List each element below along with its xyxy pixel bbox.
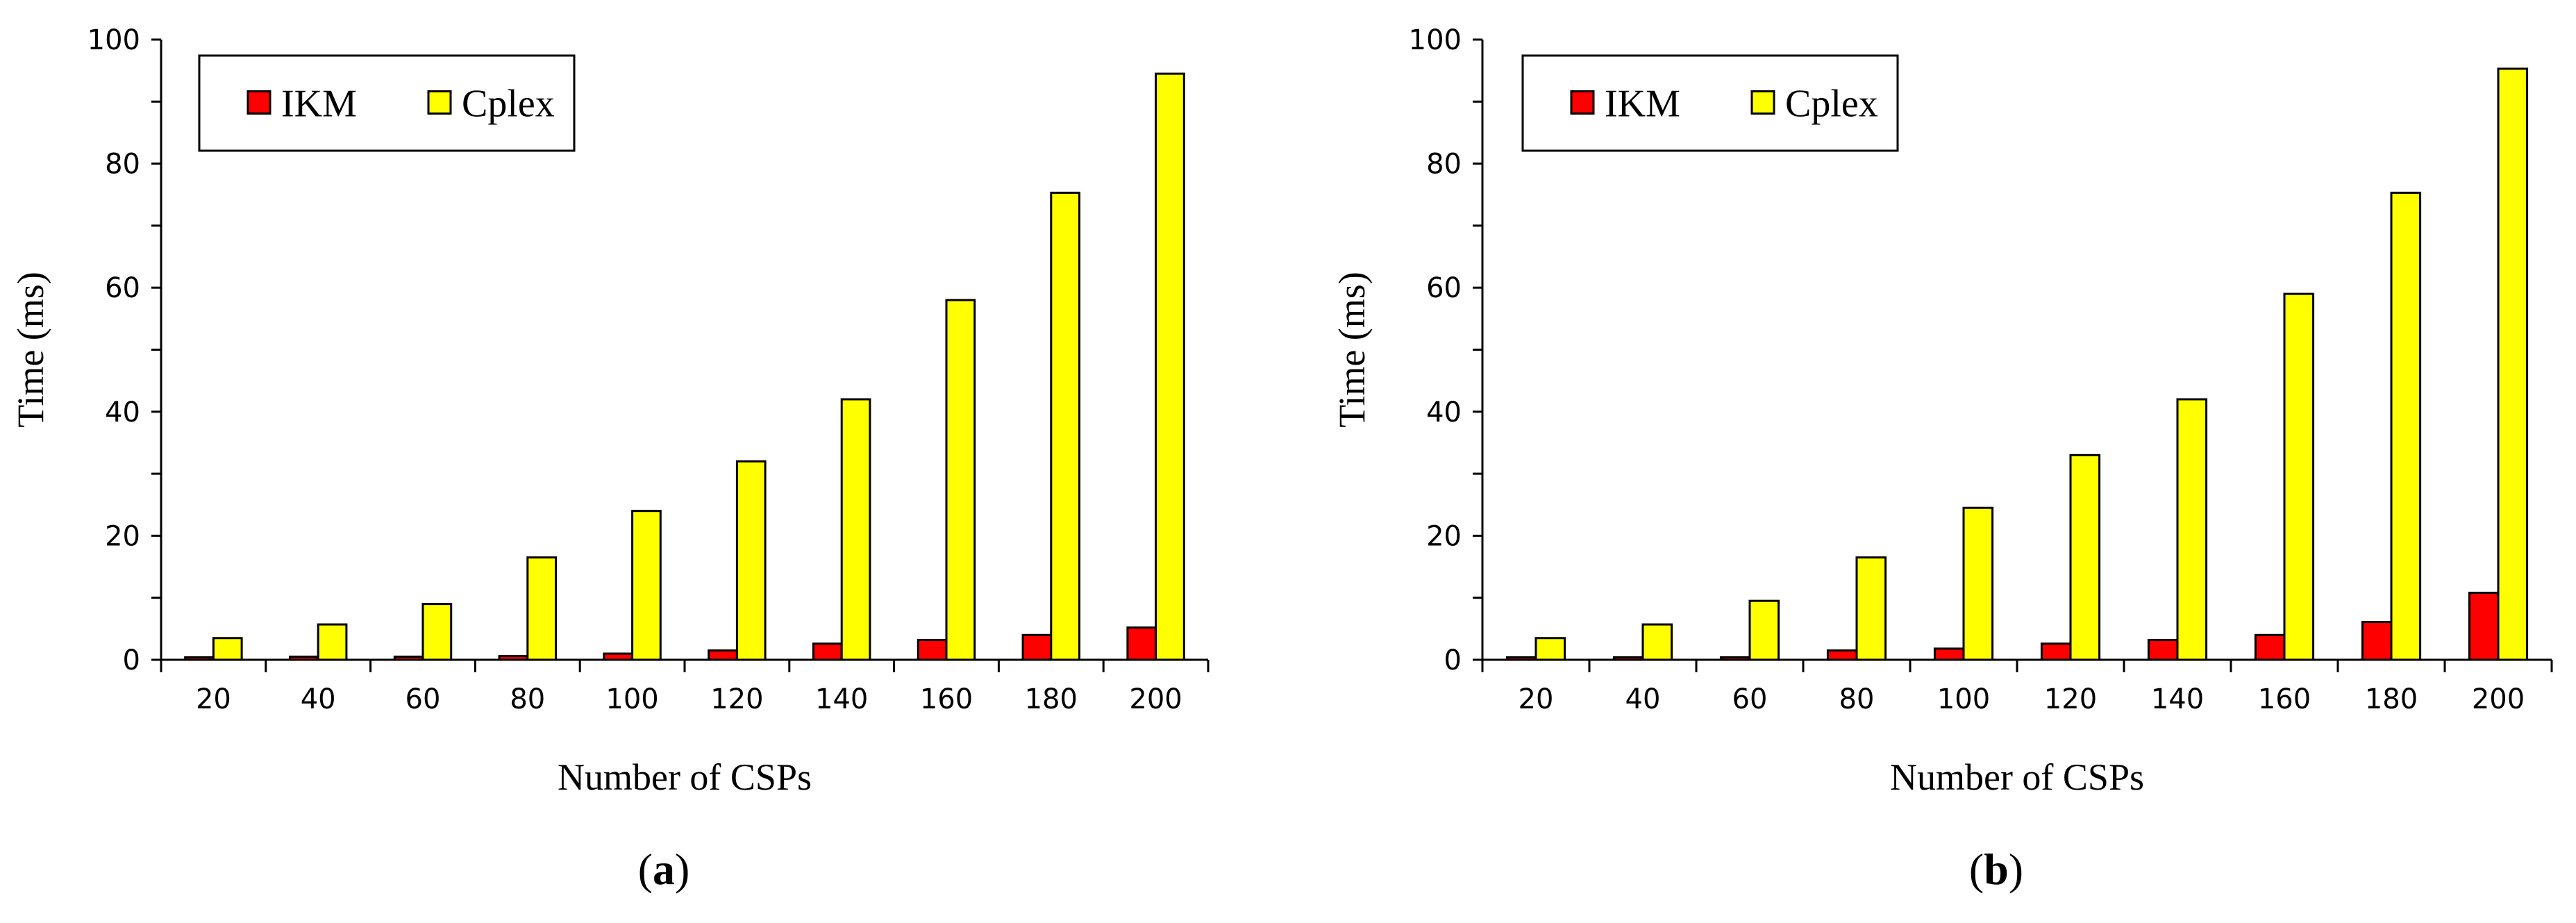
bar-ikm-40: [288, 656, 319, 661]
bar-cplex-140: [2176, 398, 2208, 661]
bar-ikm-120: [2040, 642, 2072, 661]
x-tick-label: 160: [920, 683, 973, 715]
legend-label-ikm: IKM: [1605, 83, 1680, 126]
bar-cplex-100: [631, 510, 662, 661]
panel-caption: (a): [638, 845, 690, 894]
bar-ikm-160: [917, 638, 948, 661]
x-tick-label: 200: [1129, 683, 1182, 715]
bar-cplex-120: [2069, 454, 2101, 661]
y-tick-label: 20: [105, 520, 140, 552]
bar-cplex-160: [945, 299, 976, 661]
bar-cplex-60: [421, 603, 453, 661]
x-tick-label: 180: [1025, 683, 1078, 715]
bar-ikm-100: [603, 652, 634, 661]
bar-chart-a: 0 20 40 60 80 100 20 40 60 80 100 120 140 160 180 200 IK…: [10, 24, 1210, 894]
bar-ikm-40: [1612, 656, 1644, 661]
bar-cplex-60: [1748, 599, 1780, 661]
x-tick-label: 80: [510, 683, 545, 715]
y-axis-title: Time (ms): [10, 272, 51, 428]
y-tick-label: 60: [105, 272, 140, 304]
legend-label-cplex: Cplex: [462, 83, 555, 126]
bar-ikm-160: [2254, 633, 2286, 661]
bar-cplex-160: [2283, 292, 2315, 661]
legend-label-ikm: IKM: [281, 83, 357, 126]
bar-cplex-80: [1855, 556, 1887, 661]
bar-ikm-20: [184, 656, 215, 661]
bar-ikm-100: [1933, 647, 1965, 661]
y-tick-label: 20: [1426, 520, 1462, 552]
x-axis-title: Number of CSPs: [558, 756, 812, 798]
x-tick-label: 120: [2044, 683, 2097, 715]
bar-cplex-180: [2390, 192, 2422, 661]
bar-cplex-100: [1962, 506, 1994, 661]
bar-cplex-200: [2497, 67, 2529, 661]
y-tick-label: 40: [1426, 397, 1462, 429]
bar-ikm-60: [1719, 656, 1751, 661]
legend-swatch-cplex: [1750, 90, 1775, 115]
x-axis-title: Number of CSPs: [1890, 756, 2144, 798]
bar-ikm-120: [708, 649, 738, 661]
x-tick-label: 20: [1519, 683, 1554, 715]
bar-cplex-20: [212, 637, 243, 661]
bar-ikm-80: [1826, 649, 1858, 661]
bar-ikm-80: [498, 655, 529, 661]
bar-ikm-180: [2361, 621, 2393, 661]
x-tick-label: 140: [815, 683, 868, 715]
x-tick-label: 80: [1839, 683, 1875, 715]
legend-swatch-ikm: [1570, 90, 1595, 115]
y-tick-label: 60: [1426, 272, 1462, 304]
bar-ikm-140: [812, 642, 843, 661]
bar-cplex-20: [1534, 637, 1566, 661]
bar-cplex-120: [735, 460, 767, 661]
bar-ikm-200: [1126, 626, 1157, 661]
x-tick-label: 140: [2151, 683, 2204, 715]
bar-ikm-140: [2147, 638, 2179, 661]
chart-panel-a: 0 20 40 60 80 100 20 40 60 80 100 120 140 160 180 200 IK…: [10, 24, 1210, 894]
bar-ikm-180: [1021, 633, 1053, 661]
bar-ikm-20: [1505, 656, 1537, 661]
y-tick-label: 100: [87, 24, 140, 56]
x-tick-label: 60: [1732, 683, 1768, 715]
legend-label-cplex: Cplex: [1785, 83, 1878, 126]
bar-cplex-180: [1050, 192, 1081, 661]
bar-chart-b: 0 20 40 60 80 100 20 40 60 80 100 120 140 160 180 200 IK…: [1331, 24, 2553, 894]
bar-ikm-200: [2468, 592, 2500, 661]
x-tick-label: 100: [605, 683, 658, 715]
bar-ikm-60: [393, 656, 424, 661]
x-tick-label: 120: [710, 683, 763, 715]
x-tick-label: 200: [2472, 683, 2525, 715]
legend-swatch-cplex: [427, 90, 452, 115]
legend-swatch-ikm: [246, 90, 271, 115]
x-tick-label: 40: [1625, 683, 1661, 715]
x-tick-label: 60: [405, 683, 441, 715]
x-tick-label: 160: [2258, 683, 2311, 715]
bar-cplex-40: [317, 623, 348, 661]
bar-cplex-140: [840, 398, 871, 661]
x-tick-label: 180: [2365, 683, 2418, 715]
y-tick-label: 0: [1444, 645, 1462, 676]
y-tick-label: 100: [1409, 24, 1462, 56]
x-tick-label: 40: [301, 683, 336, 715]
bar-cplex-40: [1641, 623, 1673, 661]
y-tick-label: 80: [1426, 149, 1462, 181]
x-tick-label: 100: [1937, 683, 1990, 715]
panel-caption: (b): [1969, 845, 2023, 894]
bar-cplex-80: [526, 556, 558, 661]
y-axis-title: Time (ms): [1331, 272, 1373, 428]
y-tick-label: 0: [123, 645, 140, 676]
chart-panel-b: 0 20 40 60 80 100 20 40 60 80 100 120 140 160 180 200 IK…: [1288, 0, 2576, 923]
y-tick-label: 80: [105, 149, 140, 181]
bar-cplex-200: [1155, 72, 1185, 661]
x-tick-label: 20: [196, 683, 231, 715]
y-tick-label: 40: [105, 397, 140, 429]
